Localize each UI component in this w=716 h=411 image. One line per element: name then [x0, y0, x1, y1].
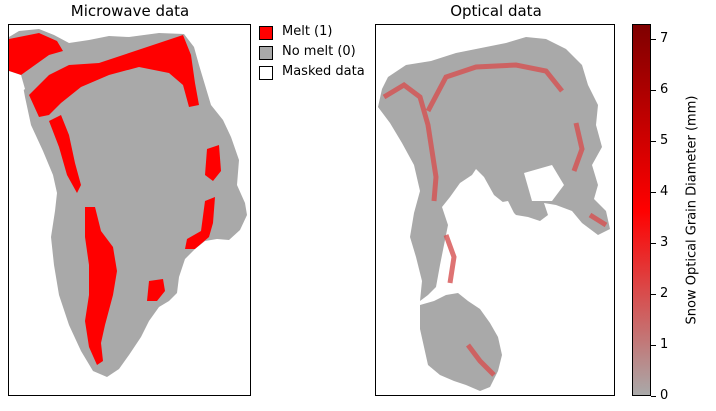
- optical-high-grain-edges: [382, 62, 608, 377]
- microwave-panel-title: Microwave data: [70, 2, 190, 20]
- colorbar-tick-label-5: 5: [660, 133, 669, 148]
- legend-item-melt: Melt (1): [258, 24, 378, 44]
- microwave-map: [8, 24, 251, 396]
- legend-item-masked: Masked data: [258, 64, 378, 84]
- optical-masked-holes: [460, 165, 564, 307]
- optical-map-svg: [378, 37, 610, 391]
- microwave-nomelt-region: [9, 29, 247, 377]
- colorbar-tick-4: [651, 192, 656, 193]
- colorbar-tick-label-7: 7: [660, 31, 669, 46]
- legend-swatch-masked: [259, 66, 273, 80]
- colorbar-tick-2: [651, 294, 656, 295]
- microwave-masked-areas: [9, 75, 25, 95]
- colorbar-tick-label-1: 1: [660, 337, 669, 352]
- legend-label-no-melt: No melt (0): [282, 44, 356, 59]
- microwave-melt-regions: [9, 33, 221, 365]
- colorbar: [632, 24, 651, 396]
- colorbar-tick-0: [651, 396, 656, 397]
- legend-item-no-melt: No melt (0): [258, 44, 378, 64]
- colorbar-tick-7: [651, 39, 656, 40]
- colorbar-tick-label-0: 0: [660, 388, 669, 403]
- legend-label-masked: Masked data: [282, 64, 365, 79]
- colorbar-tick-label-2: 2: [660, 286, 669, 301]
- colorbar-tick-6: [651, 90, 656, 91]
- colorbar-tick-5: [651, 141, 656, 142]
- optical-grain-region: [378, 37, 610, 301]
- microwave-map-svg: [9, 29, 247, 377]
- colorbar-tick-1: [651, 345, 656, 346]
- optical-panel-title: Optical data: [450, 2, 542, 20]
- legend-swatch-no-melt: [259, 46, 273, 60]
- colorbar-tick-3: [651, 243, 656, 244]
- colorbar-label: Snow Optical Grain Diameter (mm): [684, 95, 700, 325]
- colorbar-tick-label-6: 6: [660, 82, 669, 97]
- legend-label-melt: Melt (1): [282, 24, 333, 39]
- legend-swatch-melt: [259, 26, 273, 40]
- optical-southern-region: [420, 293, 502, 391]
- optical-map: [375, 24, 615, 396]
- colorbar-tick-label-4: 4: [660, 184, 669, 199]
- colorbar-tick-label-3: 3: [660, 235, 669, 250]
